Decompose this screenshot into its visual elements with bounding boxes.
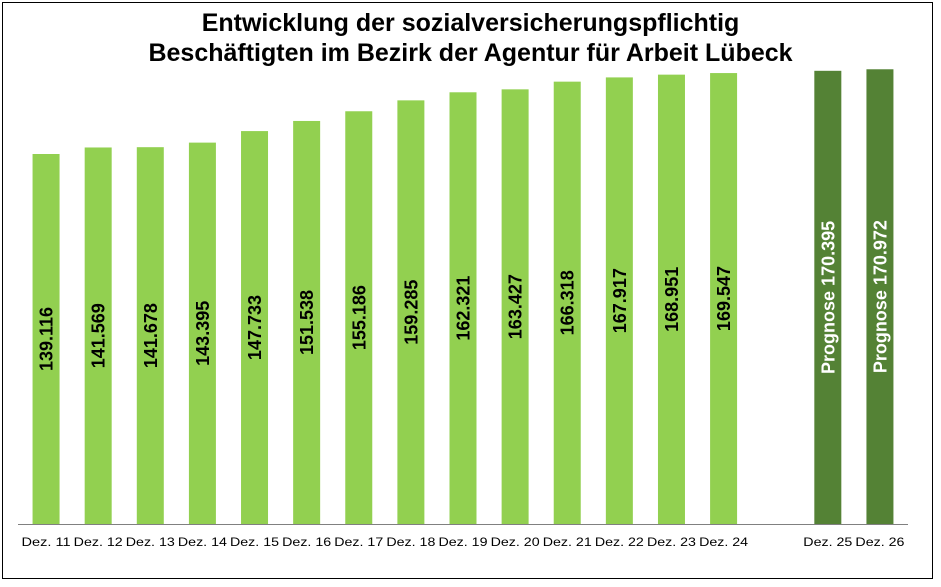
x-tick-label: Dez. 22	[595, 535, 644, 549]
x-tick-label: Dez. 20	[491, 535, 540, 549]
x-tick-label: Dez. 17	[334, 535, 383, 549]
chart-title-line-2: Beschäftigten im Bezirk der Agentur für …	[148, 39, 793, 67]
x-tick-label: Dez. 16	[282, 535, 331, 549]
x-tick-label: Dez. 23	[647, 535, 696, 549]
data-label: 168.951	[662, 267, 682, 332]
bar	[449, 92, 477, 524]
x-tick-label: Dez. 26	[855, 535, 904, 549]
bar	[710, 73, 738, 525]
bar	[188, 142, 216, 524]
bar	[345, 111, 373, 525]
bar	[866, 69, 894, 524]
data-label: 141.569	[89, 303, 109, 368]
bar	[84, 147, 112, 524]
x-tick-label: Dez. 15	[230, 535, 279, 549]
x-tick-label: Dez. 19	[439, 535, 488, 549]
data-label: 151.538	[297, 290, 317, 355]
x-tick-label: Dez. 11	[22, 535, 71, 549]
data-label: 139.116	[37, 307, 57, 371]
x-tick-label: Dez. 12	[74, 535, 123, 549]
data-label: 155.186	[349, 285, 369, 350]
chart-frame	[2, 2, 933, 579]
data-label: 141.678	[141, 303, 161, 368]
bar	[397, 100, 425, 525]
bar	[293, 120, 321, 524]
data-label: 147.733	[245, 295, 265, 360]
x-tick-label: Dez. 13	[126, 535, 175, 549]
x-tick-label: Dez. 24	[699, 535, 748, 549]
x-tick-label: Dez. 14	[178, 535, 227, 549]
x-tick-label: Dez. 18	[386, 535, 435, 549]
x-tick-label: Dez. 25	[803, 535, 852, 549]
bar	[136, 147, 164, 524]
data-label: 169.547	[714, 266, 734, 331]
data-label: 143.395	[193, 301, 213, 366]
bar	[814, 70, 842, 524]
chart-title-line-1: Entwicklung der sozialversicherungspflic…	[201, 9, 740, 37]
chart-title: Entwicklung der sozialversicherungspflic…	[0, 8, 941, 68]
data-label: 162.321	[454, 276, 474, 341]
bar	[553, 81, 581, 525]
x-tick-label: Dez. 21	[543, 535, 592, 549]
data-label: Prognose 170.972	[870, 220, 890, 373]
bar	[501, 89, 529, 525]
bar	[605, 77, 633, 525]
data-label: 166.318	[558, 270, 578, 335]
data-label: 163.427	[506, 274, 526, 339]
bar	[241, 131, 269, 524]
data-label: 159.285	[401, 280, 421, 345]
data-label: Prognose 170.395	[818, 221, 838, 374]
bar	[32, 154, 60, 524]
bar	[657, 74, 685, 524]
data-label: 167.917	[610, 268, 630, 333]
